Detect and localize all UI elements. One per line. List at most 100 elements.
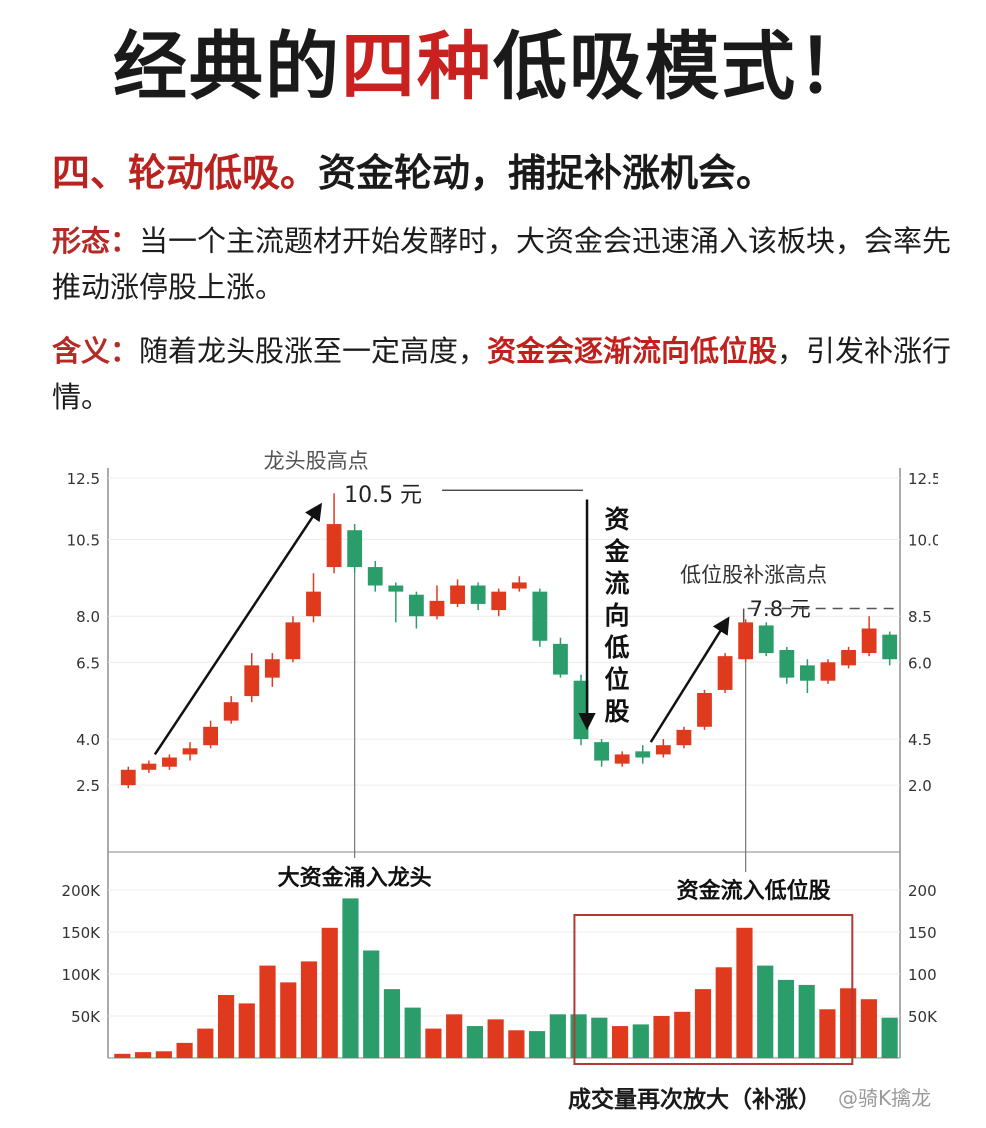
candle-series xyxy=(120,493,898,789)
candle-body xyxy=(347,530,363,568)
left-volume-tick-label: 150K xyxy=(62,924,102,942)
paragraph-form: 形态：当一个主流题材开始发酵时，大资金会迅速涌入该板块，会率先推动涨停股上涨。 xyxy=(52,218,952,310)
volume-bar xyxy=(446,1014,463,1058)
meaning-label: 含义： xyxy=(52,334,140,368)
flow-label-char: 向 xyxy=(605,601,630,630)
candle-body xyxy=(470,585,486,604)
candle-body xyxy=(717,656,733,690)
volume-bar xyxy=(155,1051,172,1058)
flow-label-char: 资 xyxy=(605,505,630,534)
right-volume-tick-label: 100K xyxy=(908,966,938,984)
volume-bar xyxy=(694,989,712,1058)
chart-axes: 2.5 4.0 6.5 8.0 10.5 12.5 2.0 4.5 6.0 8.5 10.0 12.5… xyxy=(62,470,938,1026)
right-volume-tick-label: 150K xyxy=(908,924,938,942)
leader-volume-label: 大资金涌入龙头 xyxy=(278,865,432,891)
volume-bar xyxy=(549,1014,566,1058)
right-volume-tick-label: 200K xyxy=(908,882,938,900)
left-price-tick-label: 6.5 xyxy=(76,654,100,672)
volume-bar xyxy=(300,961,318,1058)
flow-label-char: 低 xyxy=(604,633,630,662)
volume-bar xyxy=(197,1028,214,1058)
candle-body xyxy=(697,693,712,727)
left-price-tick-label: 12.5 xyxy=(67,470,100,488)
headline-part3: 低吸模式！ xyxy=(493,24,873,110)
left-price-tick-label: 10.5 xyxy=(67,531,100,549)
volume-bar xyxy=(529,1031,546,1058)
candle-body xyxy=(120,769,136,786)
leader-rise-arrow xyxy=(153,502,323,756)
candle-body xyxy=(429,600,445,617)
volume-caption: 成交量再次放大（补涨） xyxy=(568,1087,821,1113)
volume-bar xyxy=(860,999,877,1058)
laggard-rise-arrow xyxy=(649,616,730,743)
right-price-tick-label: 12.5 xyxy=(908,470,938,488)
candle-body xyxy=(141,763,157,770)
right-price-tick-label: 2.0 xyxy=(908,777,932,795)
form-label: 形态： xyxy=(52,224,140,258)
flow-label-char: 流 xyxy=(605,569,630,598)
volume-bar xyxy=(819,1009,836,1058)
leader-high-label: 龙头股高点 xyxy=(264,449,369,473)
flow-label-char: 金 xyxy=(604,537,631,566)
volume-bar xyxy=(881,1017,898,1058)
candle-body xyxy=(799,665,815,681)
volume-bar xyxy=(259,965,276,1058)
laggard-volume-label: 资金流入低位股 xyxy=(677,878,831,904)
candle-body xyxy=(779,650,795,678)
subtitle: 四、轮动低吸。资金轮动，捕捉补涨机会。 xyxy=(52,146,774,200)
volume-bar xyxy=(280,982,297,1058)
left-volume-tick-label: 50K xyxy=(71,1008,101,1026)
subtitle-black: 资金轮动，捕捉补涨机会。 xyxy=(318,151,775,195)
headline-part2: 四种 xyxy=(341,24,493,110)
laggard-high-label: 低位股补涨高点 xyxy=(680,563,827,587)
candle-body xyxy=(594,742,610,761)
candle-body xyxy=(203,726,219,746)
volume-bar xyxy=(404,1007,421,1058)
candle-body xyxy=(491,591,507,611)
volume-bar xyxy=(591,1017,608,1058)
volume-bar xyxy=(653,1016,670,1058)
volume-bar xyxy=(383,989,401,1058)
volume-bar xyxy=(466,1026,483,1058)
candle-body xyxy=(388,585,404,592)
right-price-tick-label: 4.5 xyxy=(908,731,932,749)
volume-bar xyxy=(114,1053,131,1058)
chart-grid xyxy=(107,468,901,1059)
candle-body xyxy=(162,757,177,767)
meaning-highlight: 资金会逐渐流向低位股 xyxy=(487,334,778,368)
volume-bar xyxy=(425,1028,442,1058)
candlestick-volume-chart: 2.5 4.0 6.5 8.0 10.5 12.5 2.0 4.5 6.0 8.5 10.0 12.5… xyxy=(62,449,938,1065)
candle-body xyxy=(635,751,651,758)
candle-body xyxy=(306,591,321,617)
candle-body xyxy=(553,643,568,675)
volume-bar xyxy=(363,950,380,1058)
right-price-tick-label: 10.0 xyxy=(908,531,938,549)
headline: 经典的四种低吸模式！ xyxy=(0,22,986,112)
candle-body xyxy=(244,665,260,697)
volume-bar xyxy=(611,1026,629,1058)
left-price-tick-label: 4.0 xyxy=(76,731,100,749)
candle-body xyxy=(882,634,898,660)
meaning-text-before: 随着龙头股涨至一定高度， xyxy=(139,334,488,368)
volume-bar xyxy=(238,1003,255,1058)
watermark: @骑K擒龙 xyxy=(838,1086,932,1110)
volume-bar xyxy=(840,988,857,1058)
candle-body xyxy=(223,702,239,721)
left-price-tick-label: 2.5 xyxy=(76,777,100,795)
flow-label-char: 位 xyxy=(605,665,630,694)
flow-label-char: 股 xyxy=(605,697,630,726)
candle-body xyxy=(841,650,856,666)
volume-bar xyxy=(321,927,338,1058)
footer: 成交量再次放大（补涨） @骑K擒龙 xyxy=(0,1076,986,1116)
right-price-tick-label: 8.5 xyxy=(908,608,932,626)
candle-body xyxy=(676,729,692,746)
candle-body xyxy=(326,524,342,568)
subtitle-red: 四、轮动低吸。 xyxy=(52,151,319,195)
volume-bar xyxy=(757,965,774,1058)
volume-bar xyxy=(674,1011,691,1058)
volume-bar xyxy=(777,979,795,1058)
candle-body xyxy=(532,591,548,641)
candle-body xyxy=(820,662,836,681)
volume-bar xyxy=(570,1014,587,1058)
